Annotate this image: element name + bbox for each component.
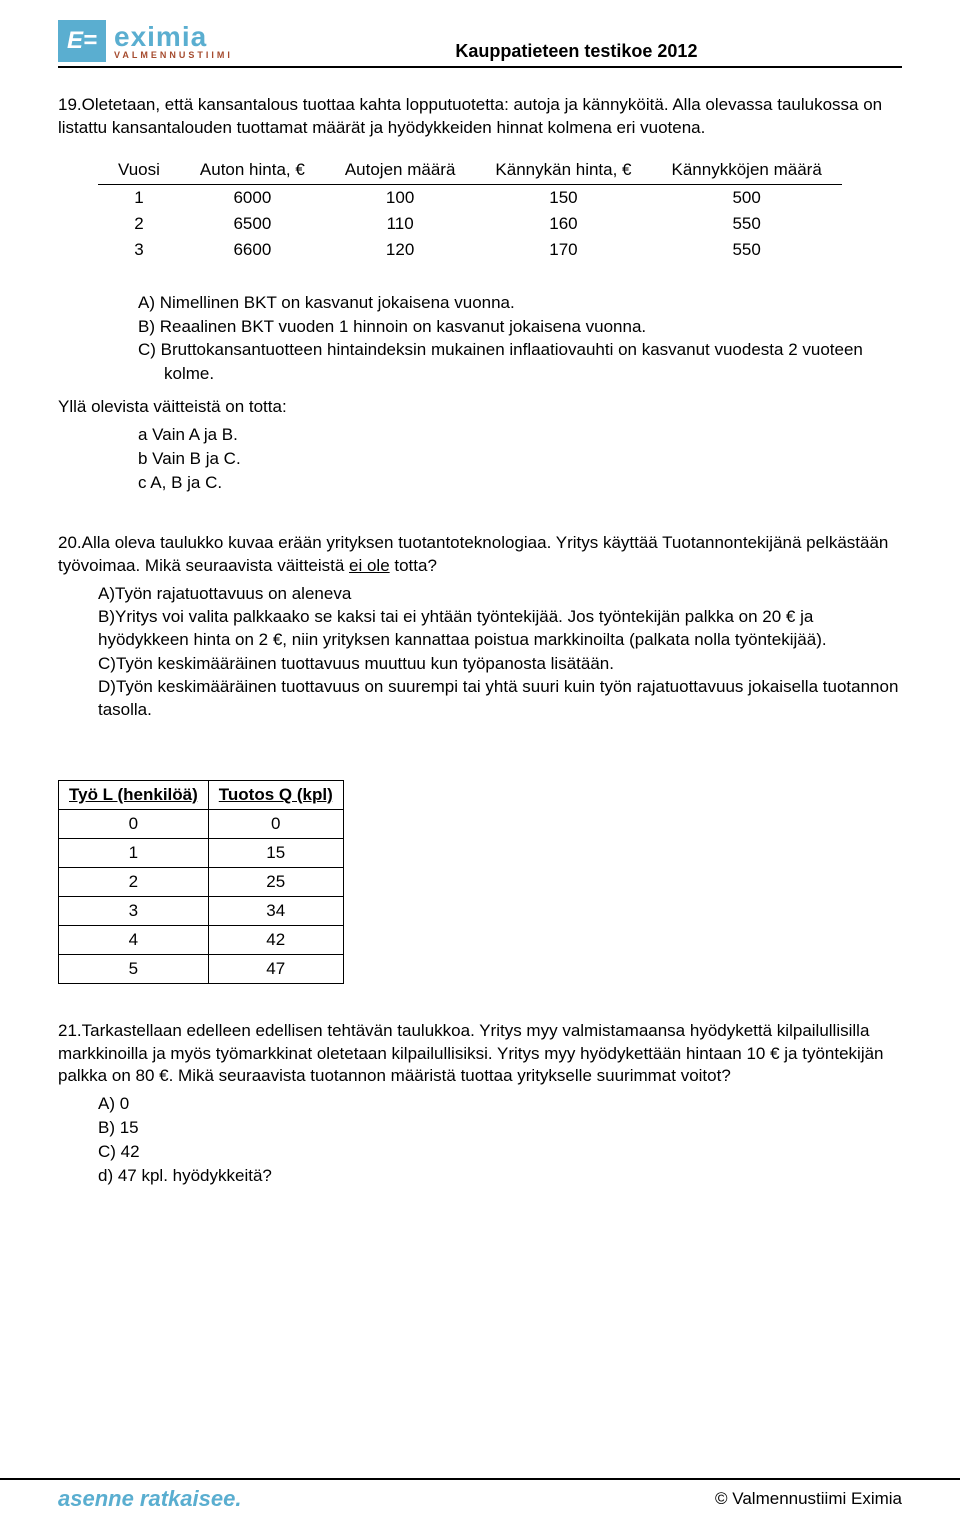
q21-intro: 21.Tarkastellaan edelleen edellisen teht… [58, 1020, 902, 1089]
table-row: 26500110160550 [98, 211, 842, 237]
table-row: 334 [59, 896, 344, 925]
q20-opt-b: B)Yritys voi valita palkkaako se kaksi t… [98, 606, 902, 652]
logo-subtitle: VALMENNUSTIIMI [114, 51, 233, 60]
footer-slogan: asenne ratkaisee. [58, 1486, 241, 1512]
q21-opt-c: C) 42 [98, 1140, 902, 1164]
q19-intro: 19.Oletetaan, että kansantalous tuottaa … [58, 94, 902, 140]
table-row: 225 [59, 867, 344, 896]
q19-opt-a: a Vain A ja B. [138, 423, 902, 447]
logo-mark: E= [58, 20, 106, 62]
q19-options: a Vain A ja B. b Vain B ja C. c A, B ja … [58, 423, 902, 494]
q19-th-2: Autojen määrä [325, 156, 476, 185]
q20-options: A)Työn rajatuottavuus on aleneva B)Yrity… [58, 582, 902, 721]
q19-statements: A) Nimellinen BKT on kasvanut jokaisena … [58, 291, 902, 386]
q19-opt-b: b Vain B ja C. [138, 447, 902, 471]
q19-th-4: Kännykköjen määrä [652, 156, 842, 185]
q21-opt-b: B) 15 [98, 1116, 902, 1140]
q19-stmt-a: A) Nimellinen BKT on kasvanut jokaisena … [98, 291, 902, 315]
q19-opt-c: c A, B ja C. [138, 471, 902, 495]
q19-th-0: Vuosi [98, 156, 180, 185]
q19-stmt-b: B) Reaalinen BKT vuoden 1 hinnoin on kas… [98, 315, 902, 339]
table-row: 36600120170550 [98, 237, 842, 263]
table-row: 547 [59, 954, 344, 983]
q19-table: Vuosi Auton hinta, € Autojen määrä Känny… [98, 156, 842, 263]
q20-opt-d: D)Työn keskimääräinen tuottavuus on suur… [98, 676, 902, 722]
table-row: 16000100150500 [98, 184, 842, 211]
table-row: 115 [59, 838, 344, 867]
q19-th-1: Auton hinta, € [180, 156, 325, 185]
footer-copyright: © Valmennustiimi Eximia [715, 1489, 902, 1509]
q19-stmt-c: C) Bruttokansantuotteen hintaindeksin mu… [98, 338, 902, 386]
q21-options: A) 0 B) 15 C) 42 d) 47 kpl. hyödykkeitä? [58, 1092, 902, 1187]
q19-lead: Yllä olevista väitteistä on totta: [58, 396, 902, 419]
table-row: 442 [59, 925, 344, 954]
q20-intro: 20.Alla oleva taulukko kuvaa erään yrity… [58, 532, 902, 578]
logo: E= eximia VALMENNUSTIIMI [58, 20, 233, 62]
q20-opt-c: C)Työn keskimääräinen tuottavuus muuttuu… [98, 652, 902, 676]
q20-table: Työ L (henkilöä) Tuotos Q (kpl) 00 115 2… [58, 780, 344, 984]
table-row: 00 [59, 809, 344, 838]
q20-th-0: Työ L (henkilöä) [59, 780, 209, 809]
page-footer: asenne ratkaisee. © Valmennustiimi Eximi… [0, 1478, 960, 1512]
q21-opt-d: d) 47 kpl. hyödykkeitä? [98, 1164, 902, 1188]
q21-opt-a: A) 0 [98, 1092, 902, 1116]
q19-th-3: Kännykän hinta, € [475, 156, 651, 185]
page-header: E= eximia VALMENNUSTIIMI Kauppatieteen t… [58, 20, 902, 68]
q20-opt-a: A)Työn rajatuottavuus on aleneva [98, 582, 902, 606]
page-title: Kauppatieteen testikoe 2012 [455, 41, 697, 61]
q20-th-1: Tuotos Q (kpl) [208, 780, 343, 809]
logo-word: eximia [114, 23, 233, 51]
